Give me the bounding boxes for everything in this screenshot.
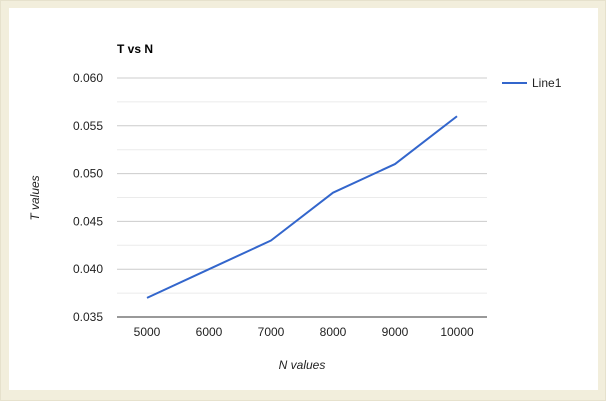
y-tick-label: 0.045 bbox=[73, 214, 103, 228]
legend-label: Line1 bbox=[532, 76, 562, 90]
x-tick-label: 5000 bbox=[134, 325, 161, 339]
y-axis-title: T values bbox=[28, 175, 42, 220]
x-axis-ticks: 5000 6000 7000 8000 9000 10000 bbox=[134, 325, 474, 339]
y-axis-ticks: 0.035 0.040 0.045 0.050 0.055 0.060 bbox=[73, 71, 103, 324]
data-point bbox=[269, 239, 273, 243]
x-axis-title: N values bbox=[279, 358, 326, 372]
y-tick-label: 0.050 bbox=[73, 167, 103, 181]
x-tick-label: 8000 bbox=[320, 325, 347, 339]
data-point bbox=[331, 191, 335, 195]
data-point bbox=[393, 162, 397, 166]
x-tick-label: 7000 bbox=[258, 325, 285, 339]
x-tick-label: 10000 bbox=[440, 325, 474, 339]
y-tick-label: 0.055 bbox=[73, 119, 103, 133]
series-line bbox=[146, 115, 458, 299]
legend[interactable]: Line1 bbox=[502, 76, 562, 90]
series-group bbox=[145, 114, 459, 300]
x-tick-label: 6000 bbox=[196, 325, 223, 339]
y-tick-label: 0.040 bbox=[73, 262, 103, 276]
x-tick-label: 9000 bbox=[382, 325, 409, 339]
chart-title: T vs N bbox=[117, 42, 153, 56]
grid-lines bbox=[117, 77, 487, 318]
chart-panel bbox=[9, 8, 598, 390]
data-point bbox=[455, 114, 459, 118]
y-tick-label: 0.035 bbox=[73, 310, 103, 324]
data-point bbox=[145, 296, 149, 300]
data-point bbox=[207, 267, 211, 271]
y-tick-label: 0.060 bbox=[73, 71, 103, 85]
